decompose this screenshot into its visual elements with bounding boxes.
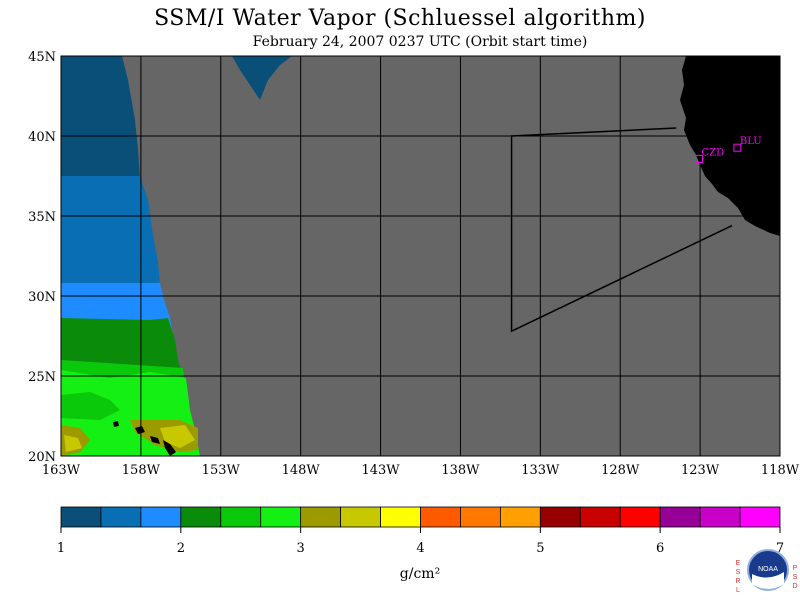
noaa-logo: NOAA	[747, 549, 789, 591]
lon-tick-label: 138W	[441, 463, 480, 478]
vapor-band-7	[61, 392, 120, 420]
station-label: BLU	[740, 136, 762, 147]
svg-text:L: L	[736, 587, 740, 594]
colorbar-swatch	[260, 506, 302, 528]
lon-tick-label: 118W	[761, 463, 800, 478]
colorbar-swatch	[579, 506, 621, 528]
station-marker	[695, 154, 704, 163]
lon-tick-label: 153W	[202, 463, 241, 478]
colorbar-swatch	[180, 506, 222, 528]
colorbar-swatch	[300, 506, 342, 528]
colorbar-tick-label: 3	[297, 541, 305, 556]
vapor-band-12	[232, 56, 292, 100]
colorbar-swatch	[420, 506, 461, 528]
vapor-band-9	[64, 435, 82, 452]
lon-tick-label: 143W	[361, 463, 400, 478]
map-frame	[60, 55, 781, 457]
colorbar-swatch	[539, 506, 581, 528]
colorbar-swatch	[220, 506, 262, 528]
colorbar-swatch	[380, 506, 421, 528]
svg-text:D: D	[792, 583, 797, 590]
lat-lon-grid	[61, 56, 780, 456]
map-area: CZD BLU	[61, 56, 780, 456]
colorbar-swatch	[739, 506, 781, 528]
svg-text:S: S	[793, 574, 798, 581]
station-label: CZD	[702, 147, 725, 158]
lat-tick-label: 35N	[28, 210, 56, 225]
vapor-band-4	[61, 318, 182, 372]
svg-text:R: R	[735, 578, 740, 585]
lat-tick-label: 20N	[28, 450, 56, 465]
colorbar-tick-label: 4	[416, 541, 424, 556]
swath-edge	[510, 127, 733, 333]
colorbar-units: g/cm²	[400, 566, 440, 582]
colorbar-swatch	[140, 506, 182, 528]
map-title: SSM/I Water Vapor (Schluessel algorithm)	[154, 6, 646, 31]
lat-tick-label: 30N	[28, 290, 56, 305]
lon-tick-label: 133W	[521, 463, 560, 478]
hawaii-island-4	[163, 440, 176, 456]
west-coast-land	[680, 56, 780, 236]
station-markers: CZD BLU	[695, 136, 762, 163]
svg-text:E: E	[736, 560, 741, 567]
water-vapor-swath	[61, 56, 292, 456]
longitude-labels: 163W 158W 153W 148W 143W 138W 133W 128W 123W 118W	[42, 463, 800, 478]
colorbar-tick-label: 7	[776, 541, 784, 556]
colorbar-swatch	[460, 506, 501, 528]
svg-text:NOAA: NOAA	[758, 566, 778, 573]
swath-outline	[510, 127, 733, 333]
svg-text:P: P	[793, 565, 798, 572]
lon-tick-label: 128W	[601, 463, 640, 478]
lon-tick-label: 123W	[681, 463, 720, 478]
lon-tick-label: 163W	[42, 463, 81, 478]
colorbar-swatch	[659, 506, 701, 528]
colorbar-tick-labels: 1 2 3 4 5 6 7	[57, 527, 784, 556]
colorbar-tick-label: 5	[536, 541, 544, 556]
colorbar-swatch	[499, 506, 541, 528]
vapor-band-11	[160, 425, 195, 448]
map-subtitle: February 24, 2007 0237 UTC (Orbit start …	[252, 34, 588, 50]
colorbar-tick-label: 6	[656, 541, 664, 556]
hawaii-island-3	[150, 436, 160, 444]
psd-letters: PSD	[792, 565, 797, 590]
lon-tick-label: 158W	[122, 463, 161, 478]
svg-text:S: S	[736, 569, 741, 576]
colorbar-swatch	[100, 506, 142, 528]
colorbar-tick-label: 1	[57, 541, 65, 556]
colorbar-swatch	[340, 506, 381, 528]
colorbar	[60, 506, 781, 528]
lat-tick-label: 25N	[28, 370, 56, 385]
colorbar-swatch	[60, 506, 102, 528]
colorbar-swatch	[699, 506, 741, 528]
hawaii-island-2	[135, 426, 145, 434]
latitude-labels: 45N 40N 35N 30N 25N 20N	[28, 50, 56, 465]
station-marker	[733, 143, 742, 152]
hawaii-island-1	[113, 421, 119, 427]
colorbar-swatch	[619, 506, 661, 528]
lat-tick-label: 45N	[28, 50, 56, 65]
vapor-band-1	[61, 56, 140, 178]
vapor-band-2	[61, 176, 160, 285]
colorbar-tick-label: 2	[177, 541, 185, 556]
lat-tick-label: 40N	[28, 130, 56, 145]
lon-tick-label: 148W	[282, 463, 321, 478]
